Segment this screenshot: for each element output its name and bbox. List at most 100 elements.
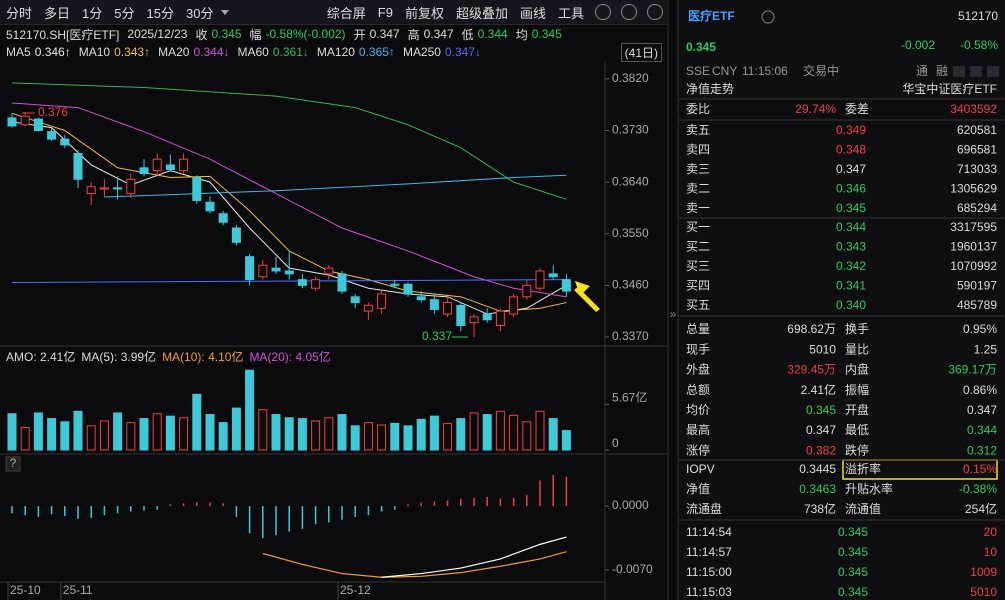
- tool-icon[interactable]: [970, 66, 982, 77]
- book-price: 0.341: [836, 278, 866, 292]
- book-volume: 696581: [957, 143, 997, 157]
- book-volume: 1070992: [950, 259, 997, 273]
- macd-line: [262, 551, 567, 578]
- book-price: 0.347: [836, 162, 866, 176]
- tick-volume: 20: [984, 525, 998, 539]
- tool[interactable]: 画线: [519, 5, 546, 21]
- stat-value: 2.41亿: [801, 382, 836, 397]
- tab[interactable]: 5分: [114, 5, 135, 21]
- candle-body: [126, 178, 136, 195]
- ma-value: 0.347↓: [444, 45, 482, 59]
- candle-body: [7, 117, 17, 127]
- tool[interactable]: 工具: [557, 5, 584, 21]
- collapse-icon[interactable]: »: [670, 307, 677, 321]
- volume-bar: [284, 417, 294, 451]
- fund-name-short: 医疗ETF: [688, 8, 735, 23]
- meta: 11:15:06: [742, 64, 788, 78]
- tool[interactable]: F9: [377, 4, 393, 20]
- book-label: 卖一: [686, 201, 710, 215]
- tab[interactable]: 1分: [82, 5, 103, 21]
- book-label: 卖三: [686, 162, 710, 176]
- value: 29.74%: [795, 102, 836, 116]
- candle-body: [535, 270, 545, 289]
- ma-line: [11, 112, 567, 312]
- field-label: 高: [407, 27, 420, 42]
- tool[interactable]: 前复权: [404, 5, 444, 21]
- candle-body: [337, 273, 347, 292]
- stat-label: 流通盘: [686, 501, 722, 516]
- tick-volume: 10: [984, 545, 998, 559]
- candle-body: [297, 279, 307, 286]
- book-price: 0.344: [836, 220, 866, 234]
- field-value: -0.58%(-0.002): [265, 27, 346, 41]
- ma-label: MA120: [316, 45, 355, 59]
- tool[interactable]: 综合屏: [326, 5, 366, 21]
- volume-bar: [86, 425, 96, 451]
- volume-bar: [245, 369, 255, 451]
- y-tick-label: 0: [612, 436, 619, 450]
- volume-bar: [561, 430, 571, 451]
- stat-label: 溢折率: [845, 461, 881, 476]
- tool-icon[interactable]: [987, 66, 999, 77]
- low-label: 0.337: [422, 329, 452, 343]
- tick-price: 0.345: [838, 585, 868, 599]
- tool[interactable]: 超级叠加: [455, 5, 508, 21]
- volume-bar: [377, 424, 387, 451]
- dropdown-icon[interactable]: [221, 9, 230, 15]
- tool-icon[interactable]: [595, 4, 611, 20]
- book-volume: 590197: [957, 278, 997, 292]
- help-icon[interactable]: ?: [10, 456, 17, 470]
- ma-value: 0.361↓: [272, 45, 309, 59]
- volume-bar: [152, 413, 162, 451]
- y-tick-label: 0.3550: [612, 226, 649, 240]
- tab[interactable]: 多日: [44, 5, 71, 21]
- stat-value: 369.17万: [948, 363, 997, 377]
- candle-body: [99, 187, 109, 190]
- book-volume: 1960137: [950, 240, 997, 254]
- field-label: 低: [461, 27, 474, 42]
- candle-body: [522, 284, 532, 298]
- stat-value: 0.347: [806, 423, 836, 437]
- tick-price: 0.345: [838, 565, 868, 579]
- candle-body: [271, 267, 281, 272]
- tool-icon[interactable]: [621, 4, 637, 20]
- label: 委差: [845, 102, 869, 116]
- stat-value: 254亿: [965, 501, 997, 516]
- stat-value: 329.45万: [787, 363, 836, 377]
- period[interactable]: (41日): [620, 42, 662, 62]
- meta: 交易中: [803, 63, 839, 78]
- volume-bar: [205, 414, 215, 451]
- nav-tab: 净值走势: [686, 81, 734, 96]
- volume-bar: [416, 418, 426, 451]
- book-price: 0.346: [836, 181, 866, 195]
- info-icon[interactable]: [761, 10, 775, 24]
- ma-label: MA60: [237, 45, 269, 59]
- stat-value: 0.312: [967, 443, 997, 457]
- book-label: 买一: [686, 220, 710, 234]
- volume-bar: [7, 413, 17, 451]
- x-tick-label: 25-12: [340, 583, 371, 597]
- candle-body: [377, 293, 387, 309]
- field-value: 0.344: [477, 27, 508, 41]
- ma-line: [11, 82, 567, 200]
- tool-icon[interactable]: [953, 66, 965, 77]
- candle-body: [245, 256, 255, 281]
- volume-bar: [548, 418, 558, 451]
- tool-icon[interactable]: [647, 4, 663, 20]
- tab[interactable]: 15分: [146, 5, 174, 21]
- book-price: 0.345: [836, 201, 866, 215]
- candle-body: [429, 299, 439, 310]
- stat-value: 738亿: [804, 501, 836, 516]
- volume-bar: [390, 422, 400, 451]
- stat-label: IOPV: [686, 462, 715, 476]
- volume-bar: [113, 412, 123, 451]
- value: 3403592: [950, 102, 997, 116]
- ma-label: MA10: [78, 45, 111, 59]
- help-box[interactable]: [5, 456, 21, 472]
- tab[interactable]: 30分: [185, 5, 214, 21]
- volume-bar: [258, 409, 268, 451]
- tab[interactable]: 分时: [6, 5, 33, 21]
- book-label: 买二: [686, 240, 710, 254]
